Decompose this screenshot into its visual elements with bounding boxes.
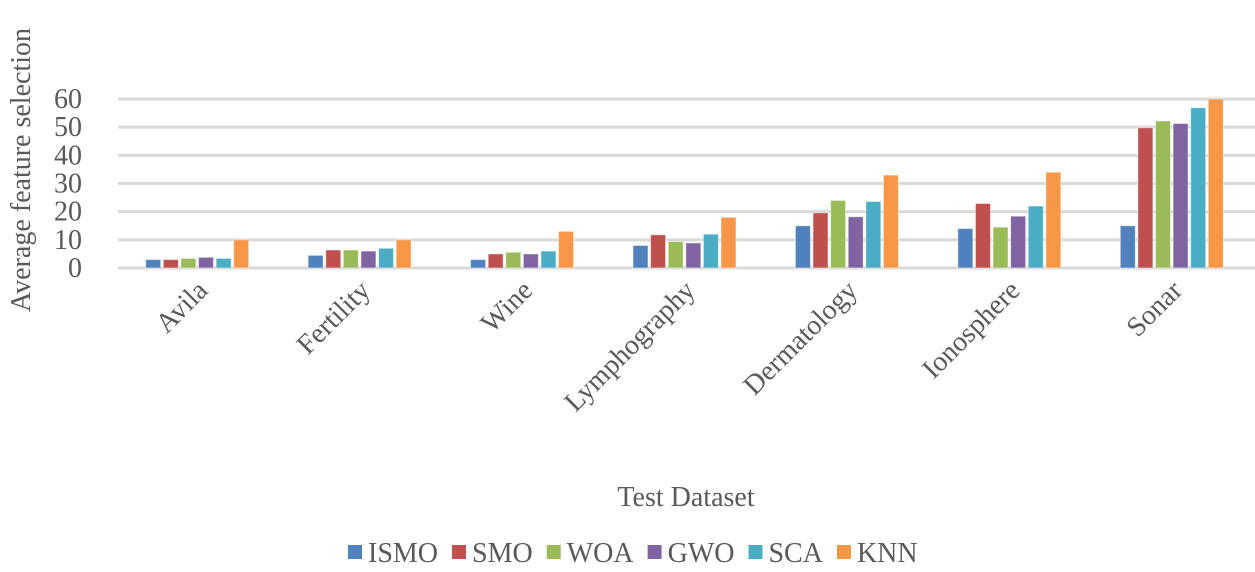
legend: ISMO SMO WOA GWO SCA KNN [348, 538, 918, 569]
legend-item-gwo: GWO [647, 538, 735, 569]
bar-ismo-dermatology [794, 225, 811, 269]
bar-knn-dermatology [882, 174, 899, 269]
legend-item-ismo: ISMO [348, 538, 438, 569]
bar-sca-lymphography [702, 233, 719, 269]
bar-sca-fertility [378, 247, 395, 269]
x-axis-label: Test Dataset [617, 482, 754, 513]
legend-item-sca: SCA [748, 538, 824, 569]
bar-smo-avila [162, 259, 179, 269]
legend-swatch [836, 545, 851, 559]
legend-swatch [546, 545, 561, 559]
y-tick-label: 50 [54, 112, 82, 143]
bar-gwo-dermatology [847, 216, 864, 269]
legend-swatch [452, 545, 467, 559]
bar-ismo-fertility [307, 254, 324, 269]
legend-swatch [348, 545, 362, 559]
bar-sca-ionosphere [1027, 205, 1044, 269]
bar-woa-lymphography [667, 241, 684, 269]
y-axis-label: Average feature selection [6, 28, 37, 312]
legend-swatch [647, 545, 662, 559]
legend-label: SMO [472, 538, 533, 569]
x-tick-label: Ionosphere [916, 275, 1026, 385]
legend-label: ISMO [368, 538, 438, 569]
bar-woa-sonar [1154, 120, 1171, 269]
y-tick-label: 20 [54, 197, 82, 228]
bar-sca-sonar [1190, 107, 1207, 269]
x-tick-label: Lymphography [559, 275, 702, 418]
bar-ismo-wine [470, 259, 487, 269]
bar-knn-avila [233, 239, 250, 269]
bar-sca-avila [215, 257, 232, 269]
bar-ismo-avila [145, 259, 162, 269]
x-tick-label: Avila [150, 275, 215, 340]
bar-gwo-fertility [360, 250, 377, 269]
bar-gwo-lymphography [685, 242, 702, 269]
bar-gwo-avila [198, 256, 215, 269]
bar-sca-dermatology [865, 201, 882, 269]
x-tick-label: Wine [475, 275, 539, 339]
bar-woa-wine [505, 251, 522, 269]
bar-smo-sonar [1137, 127, 1154, 269]
bar-woa-ionosphere [992, 226, 1009, 269]
y-tick-label: 40 [54, 140, 82, 171]
legend-label: KNN [857, 538, 918, 569]
bar-ismo-sonar [1119, 225, 1136, 269]
legend-item-knn: KNN [836, 538, 918, 569]
legend-label: SCA [768, 538, 823, 569]
bar-woa-dermatology [830, 199, 847, 269]
bar-smo-wine [487, 253, 504, 269]
legend-label: GWO [668, 538, 735, 569]
y-tick-label: 10 [54, 225, 82, 256]
bar-woa-fertility [342, 249, 359, 269]
bar-woa-avila [180, 257, 197, 269]
legend-swatch [748, 545, 763, 559]
bar-knn-sonar [1207, 98, 1224, 269]
y-tick-label: 60 [54, 84, 82, 115]
bar-ismo-lymphography [632, 244, 649, 269]
x-tick-label: Fertility [291, 275, 377, 361]
y-tick-label: 30 [54, 169, 82, 200]
bar-gwo-wine [522, 253, 539, 269]
bar-knn-wine [558, 230, 575, 269]
bar-smo-lymphography [650, 234, 667, 269]
x-tick-labels: Avila Fertility Wine Lymphography Dermatolog… [150, 275, 1189, 418]
bar-ismo-ionosphere [957, 228, 974, 269]
bar-knn-ionosphere [1045, 171, 1062, 269]
bar-smo-fertility [325, 249, 342, 269]
bar-knn-fertility [395, 239, 412, 269]
bar-smo-ionosphere [974, 202, 991, 269]
y-tick-label: 0 [68, 253, 82, 284]
x-tick-label: Dermatology [737, 275, 863, 401]
bar-knn-lymphography [720, 216, 737, 269]
bars [145, 98, 1224, 269]
legend-label: WOA [567, 538, 635, 569]
bar-gwo-ionosphere [1010, 215, 1027, 269]
x-tick-label: Sonar [1121, 275, 1190, 344]
legend-item-smo: SMO [452, 538, 533, 569]
gridlines [118, 97, 1255, 270]
bar-gwo-sonar [1172, 123, 1189, 269]
bar-smo-dermatology [812, 212, 829, 269]
bar-sca-wine [540, 250, 557, 269]
legend-item-woa: WOA [546, 538, 635, 569]
